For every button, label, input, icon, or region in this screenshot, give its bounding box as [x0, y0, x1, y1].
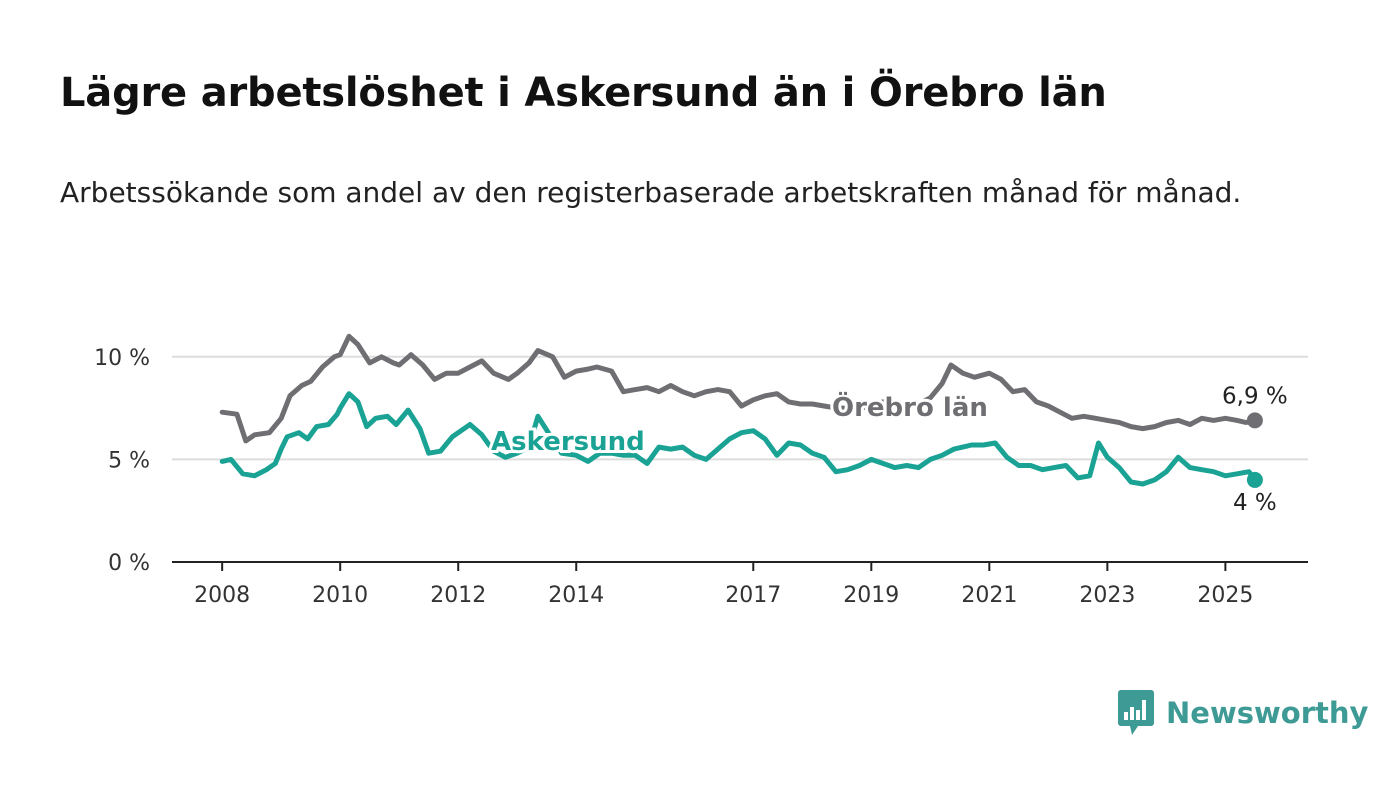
x-axis-ticks: 2008 2010 2012 2014 2017 2019 2021 2023 2025 [194, 562, 1253, 608]
series-lines [219, 333, 1263, 488]
x-tick-label: 2012 [430, 583, 486, 608]
x-tick-label: 2019 [843, 583, 899, 608]
series-label-askersund: Askersund [491, 427, 645, 457]
x-tick-label: 2014 [548, 583, 604, 608]
x-tick-label: 2023 [1079, 583, 1135, 608]
series-label-orebro: Örebro län [832, 390, 988, 423]
x-tick-label: 2008 [194, 583, 250, 608]
x-tick-label: 2010 [312, 583, 368, 608]
series-line [219, 391, 1258, 487]
y-tick-label: 5 % [108, 448, 150, 473]
brand-name: Newsworthy [1166, 696, 1369, 730]
page-title: Lägre arbetslöshet i Askersund än i Öreb… [60, 70, 1107, 116]
end-value-askersund: 4 % [1233, 490, 1277, 516]
series-end-point [1246, 412, 1263, 429]
series-line [219, 333, 1258, 444]
series-labels: Örebro län Askersund 6,9 % 4 % [488, 383, 1288, 516]
end-value-orebro: 6,9 % [1222, 383, 1288, 409]
chart-subtitle: Arbetssökande som andel av den registerb… [60, 176, 1242, 209]
series-end-point [1246, 471, 1263, 488]
gridlines [172, 355, 1308, 461]
y-tick-label: 0 % [108, 551, 150, 576]
y-axis-ticks: 0 % 5 % 10 % [94, 346, 150, 576]
x-tick-label: 2025 [1197, 583, 1253, 608]
bar-chart-speech-bubble-icon [1118, 690, 1154, 735]
y-tick-label: 10 % [94, 346, 150, 371]
x-tick-label: 2021 [961, 583, 1017, 608]
x-tick-label: 2017 [725, 583, 781, 608]
brand-logo: Newsworthy [1118, 690, 1368, 736]
